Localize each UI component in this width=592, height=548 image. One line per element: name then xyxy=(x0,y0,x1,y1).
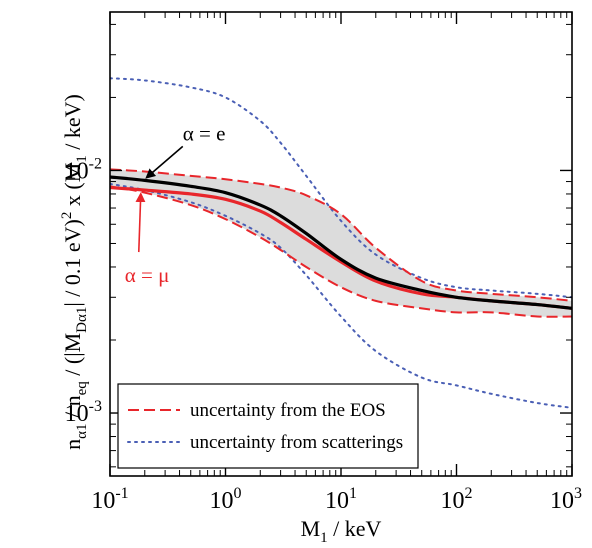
ylabel-part4: | / 0.1 eV) xyxy=(60,219,85,307)
ylabel-part5: x (M xyxy=(60,163,85,212)
x-tick-label: 102 xyxy=(441,485,473,514)
x-tick-label-base: 10 xyxy=(441,488,465,514)
x-tick-label: 10-1 xyxy=(91,485,128,514)
xlabel-part2: / keV xyxy=(328,516,382,541)
ylabel-part2: / n xyxy=(60,395,85,423)
x-tick-label: 101 xyxy=(325,485,357,514)
x-tick-label-exp: 1 xyxy=(349,485,357,502)
ylabel-part6: / keV) xyxy=(60,94,85,155)
y-tick-label-base: 10 xyxy=(65,158,89,184)
ylabel-part3: / (|M xyxy=(60,333,85,381)
series-line-eos-upper xyxy=(110,168,572,302)
x-tick-label-exp: 2 xyxy=(465,485,473,502)
x-tick-label: 103 xyxy=(550,485,582,514)
ylabel-sub-1: 1 xyxy=(74,155,90,163)
series-line-scattering-lower xyxy=(110,182,572,409)
annotation-arrow-e xyxy=(145,145,184,179)
series-line--e xyxy=(110,175,572,310)
x-tick-label-base: 10 xyxy=(210,488,234,514)
y-axis-title: nα1 / neq / (|MDα1| / 0.1 eV)2 x (M1 / k… xyxy=(59,94,90,450)
y-tick-label: 10-2 xyxy=(65,155,102,184)
x-tick-label-base: 10 xyxy=(91,488,115,514)
legend-box xyxy=(117,383,419,469)
x-tick-label-exp: -1 xyxy=(115,485,128,502)
x-tick-label-exp: 3 xyxy=(574,485,582,502)
xlabel-m: M xyxy=(301,516,321,541)
x-tick-label-base: 10 xyxy=(550,488,574,514)
ylabel-sub-eq: eq xyxy=(74,381,90,396)
x-axis-title: M1 / keV xyxy=(301,516,382,546)
ylabel-sub-da1: Dα1 xyxy=(74,307,90,333)
y-tick-label-exp: -3 xyxy=(89,398,102,415)
ylabel-sup-2: 2 xyxy=(59,212,75,220)
series-line-eos-lower xyxy=(110,185,572,318)
series-line-scattering-upper xyxy=(110,77,572,299)
annotation-alpha-e: α = e xyxy=(183,121,226,145)
legend-label-dotted: uncertainty from scatterings xyxy=(190,432,403,453)
ylabel-n: n xyxy=(60,439,85,450)
x-tick-label-base: 10 xyxy=(325,488,349,514)
annotation-arrow-mu xyxy=(135,192,146,253)
plot-inner xyxy=(110,77,572,409)
x-tick-label-exp: 0 xyxy=(234,485,242,502)
y-tick-label-base: 10 xyxy=(65,401,89,427)
uncertainty-band xyxy=(110,169,572,317)
annotation-alpha-mu: α = μ xyxy=(125,263,170,287)
ylabel-sub-a1: α1 xyxy=(74,424,90,439)
y-tick-label: 10-3 xyxy=(65,398,102,427)
y-tick-label-exp: -2 xyxy=(89,155,102,172)
x-tick-label: 100 xyxy=(210,485,242,514)
xlabel-sub-1: 1 xyxy=(320,530,328,546)
legend-label-dashed: uncertainty from the EOS xyxy=(190,400,386,421)
